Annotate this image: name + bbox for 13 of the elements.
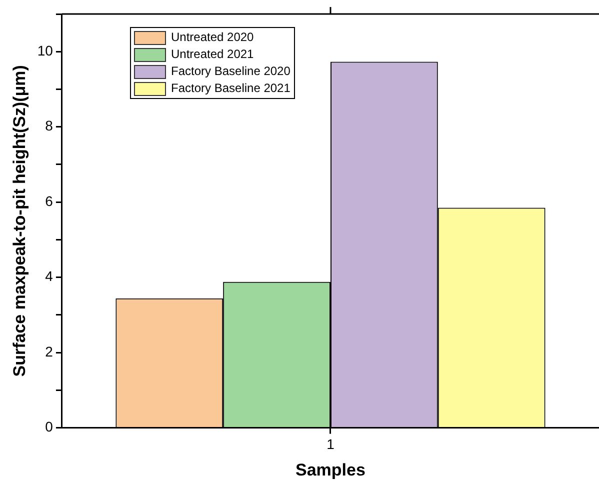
y-tick-label: 10 xyxy=(37,42,54,58)
legend-label: Untreated 2021 xyxy=(171,46,254,63)
legend-label: Untreated 2020 xyxy=(171,29,254,46)
x-tick-label: 1 xyxy=(326,436,335,452)
y-tick-label: 0 xyxy=(45,418,54,435)
y-tick-label: 2 xyxy=(45,343,54,360)
y-tick-label: 4 xyxy=(45,268,54,284)
legend-label: Factory Baseline 2020 xyxy=(171,63,290,80)
y-axis-title: Surface maxpeak-to-pit height(Sz)(μm) xyxy=(10,65,29,377)
y-tick-label: 6 xyxy=(45,192,54,209)
x-axis-title: Samples xyxy=(296,460,366,480)
legend-label: Factory Baseline 2021 xyxy=(171,80,290,97)
y-tick-label: 8 xyxy=(45,118,54,134)
